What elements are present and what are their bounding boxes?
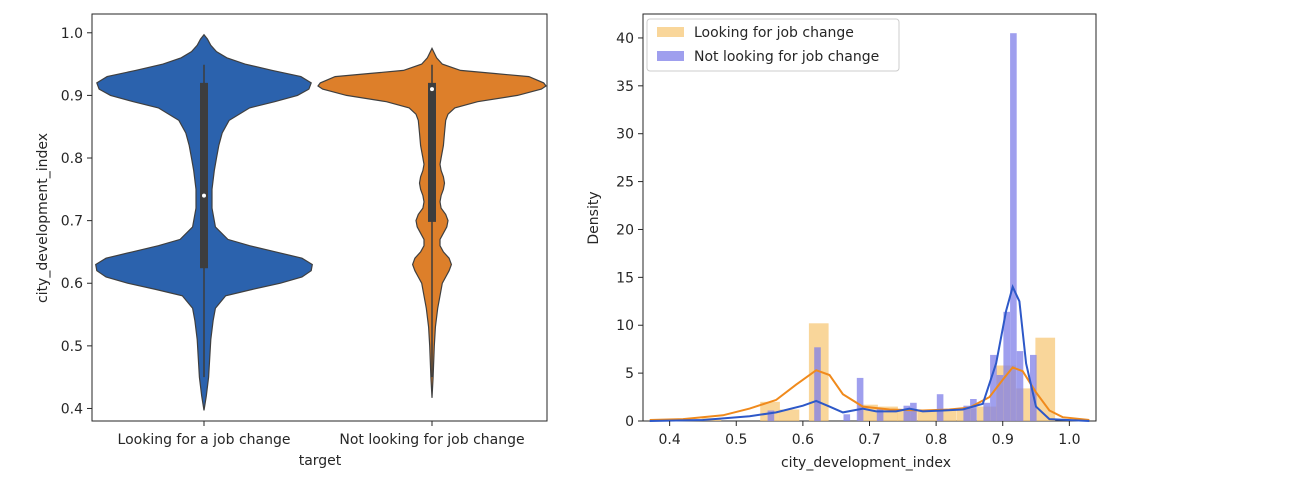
violin-y-axis-label: city_development_index (35, 133, 51, 303)
histogram-bar (983, 402, 990, 421)
histogram-bar (1003, 311, 1010, 421)
violin-x-axis-ticks: Looking for a job change Not looking for … (118, 421, 525, 448)
y-tick-label: 0.5 (61, 339, 83, 355)
histogram-bar (876, 408, 884, 421)
histogram-bar (856, 377, 864, 421)
y-tick-label: 25 (616, 175, 634, 191)
x-tick-label: 0.5 (725, 432, 747, 448)
histogram-bar (814, 347, 821, 421)
histogram-bar (936, 394, 944, 421)
legend-box (646, 18, 900, 72)
y-tick-label: 0 (625, 414, 634, 430)
legend: Looking for job change Not looking for j… (646, 18, 900, 72)
y-tick-label: 0.4 (61, 401, 83, 417)
y-tick-label: 40 (616, 31, 634, 47)
histogram-bar (1035, 337, 1056, 421)
x-tick-label: Looking for a job change (118, 432, 291, 448)
legend-swatch-not-looking (657, 51, 684, 61)
violin-median-marker (202, 193, 206, 198)
histogram-bar (963, 405, 970, 421)
histogram-y-axis-label: Density (586, 191, 602, 244)
histogram-bar (1016, 351, 1024, 421)
histogram-bar (917, 410, 938, 421)
y-tick-label: 10 (616, 318, 634, 334)
legend-swatch-looking (657, 27, 684, 37)
y-tick-label: 15 (616, 270, 634, 286)
x-tick-label: 0.8 (925, 432, 947, 448)
x-tick-label: 0.4 (659, 432, 681, 448)
legend-label-looking: Looking for job change (694, 25, 854, 41)
histogram-bar (990, 354, 997, 421)
y-tick-label: 0.8 (61, 151, 83, 167)
violin-median-marker (430, 87, 434, 92)
x-tick-label: Not looking for job change (339, 432, 524, 448)
y-tick-label: 0.9 (61, 88, 83, 104)
x-tick-label: 0.7 (858, 432, 880, 448)
kde-line (649, 284, 1090, 422)
histogram-plot-area (642, 13, 1097, 422)
legend-label-not-looking: Not looking for job change (694, 49, 879, 65)
histogram-bar (1010, 33, 1017, 421)
violin-iqr-box (428, 82, 436, 222)
x-tick-label: 0.9 (992, 432, 1014, 448)
histogram-bar (970, 399, 977, 421)
violin-iqr-box (200, 82, 208, 269)
histogram-bar (903, 405, 911, 421)
histogram-chart: 0 5 10 15 20 25 30 35 40 0.4 0.5 0.6 0.7 0.8 0.9 1.0 c… (586, 13, 1097, 471)
y-tick-label: 30 (616, 127, 634, 143)
y-tick-label: 5 (625, 366, 634, 382)
x-tick-label: 0.6 (792, 432, 814, 448)
violin-shapes (95, 33, 547, 411)
histogram-x-axis-label: city_development_index (781, 455, 951, 471)
y-tick-label: 0.6 (61, 276, 83, 292)
x-tick-label: 1.0 (1058, 432, 1080, 448)
histogram-bar (779, 409, 800, 421)
histogram-y-axis-ticks: 0 5 10 15 20 25 30 35 40 (616, 31, 643, 430)
violin-chart: 0.4 0.5 0.6 0.7 0.8 0.9 1.0 Looking for a job … (35, 13, 548, 469)
histogram-bar (767, 410, 775, 421)
violin-x-axis-label: target (299, 453, 342, 469)
y-tick-label: 20 (616, 222, 634, 238)
histogram-x-axis-ticks: 0.4 0.5 0.6 0.7 0.8 0.9 1.0 (659, 421, 1080, 448)
y-tick-label: 35 (616, 79, 634, 95)
violin-y-axis-ticks: 0.4 0.5 0.6 0.7 0.8 0.9 1.0 (61, 26, 92, 417)
histogram-bar (843, 414, 851, 421)
histogram-bar (910, 402, 917, 421)
y-tick-label: 1.0 (61, 26, 83, 42)
kde-curves (649, 284, 1090, 422)
y-tick-label: 0.7 (61, 214, 83, 230)
histogram-bar (996, 375, 1004, 421)
histogram-bar (936, 410, 957, 421)
